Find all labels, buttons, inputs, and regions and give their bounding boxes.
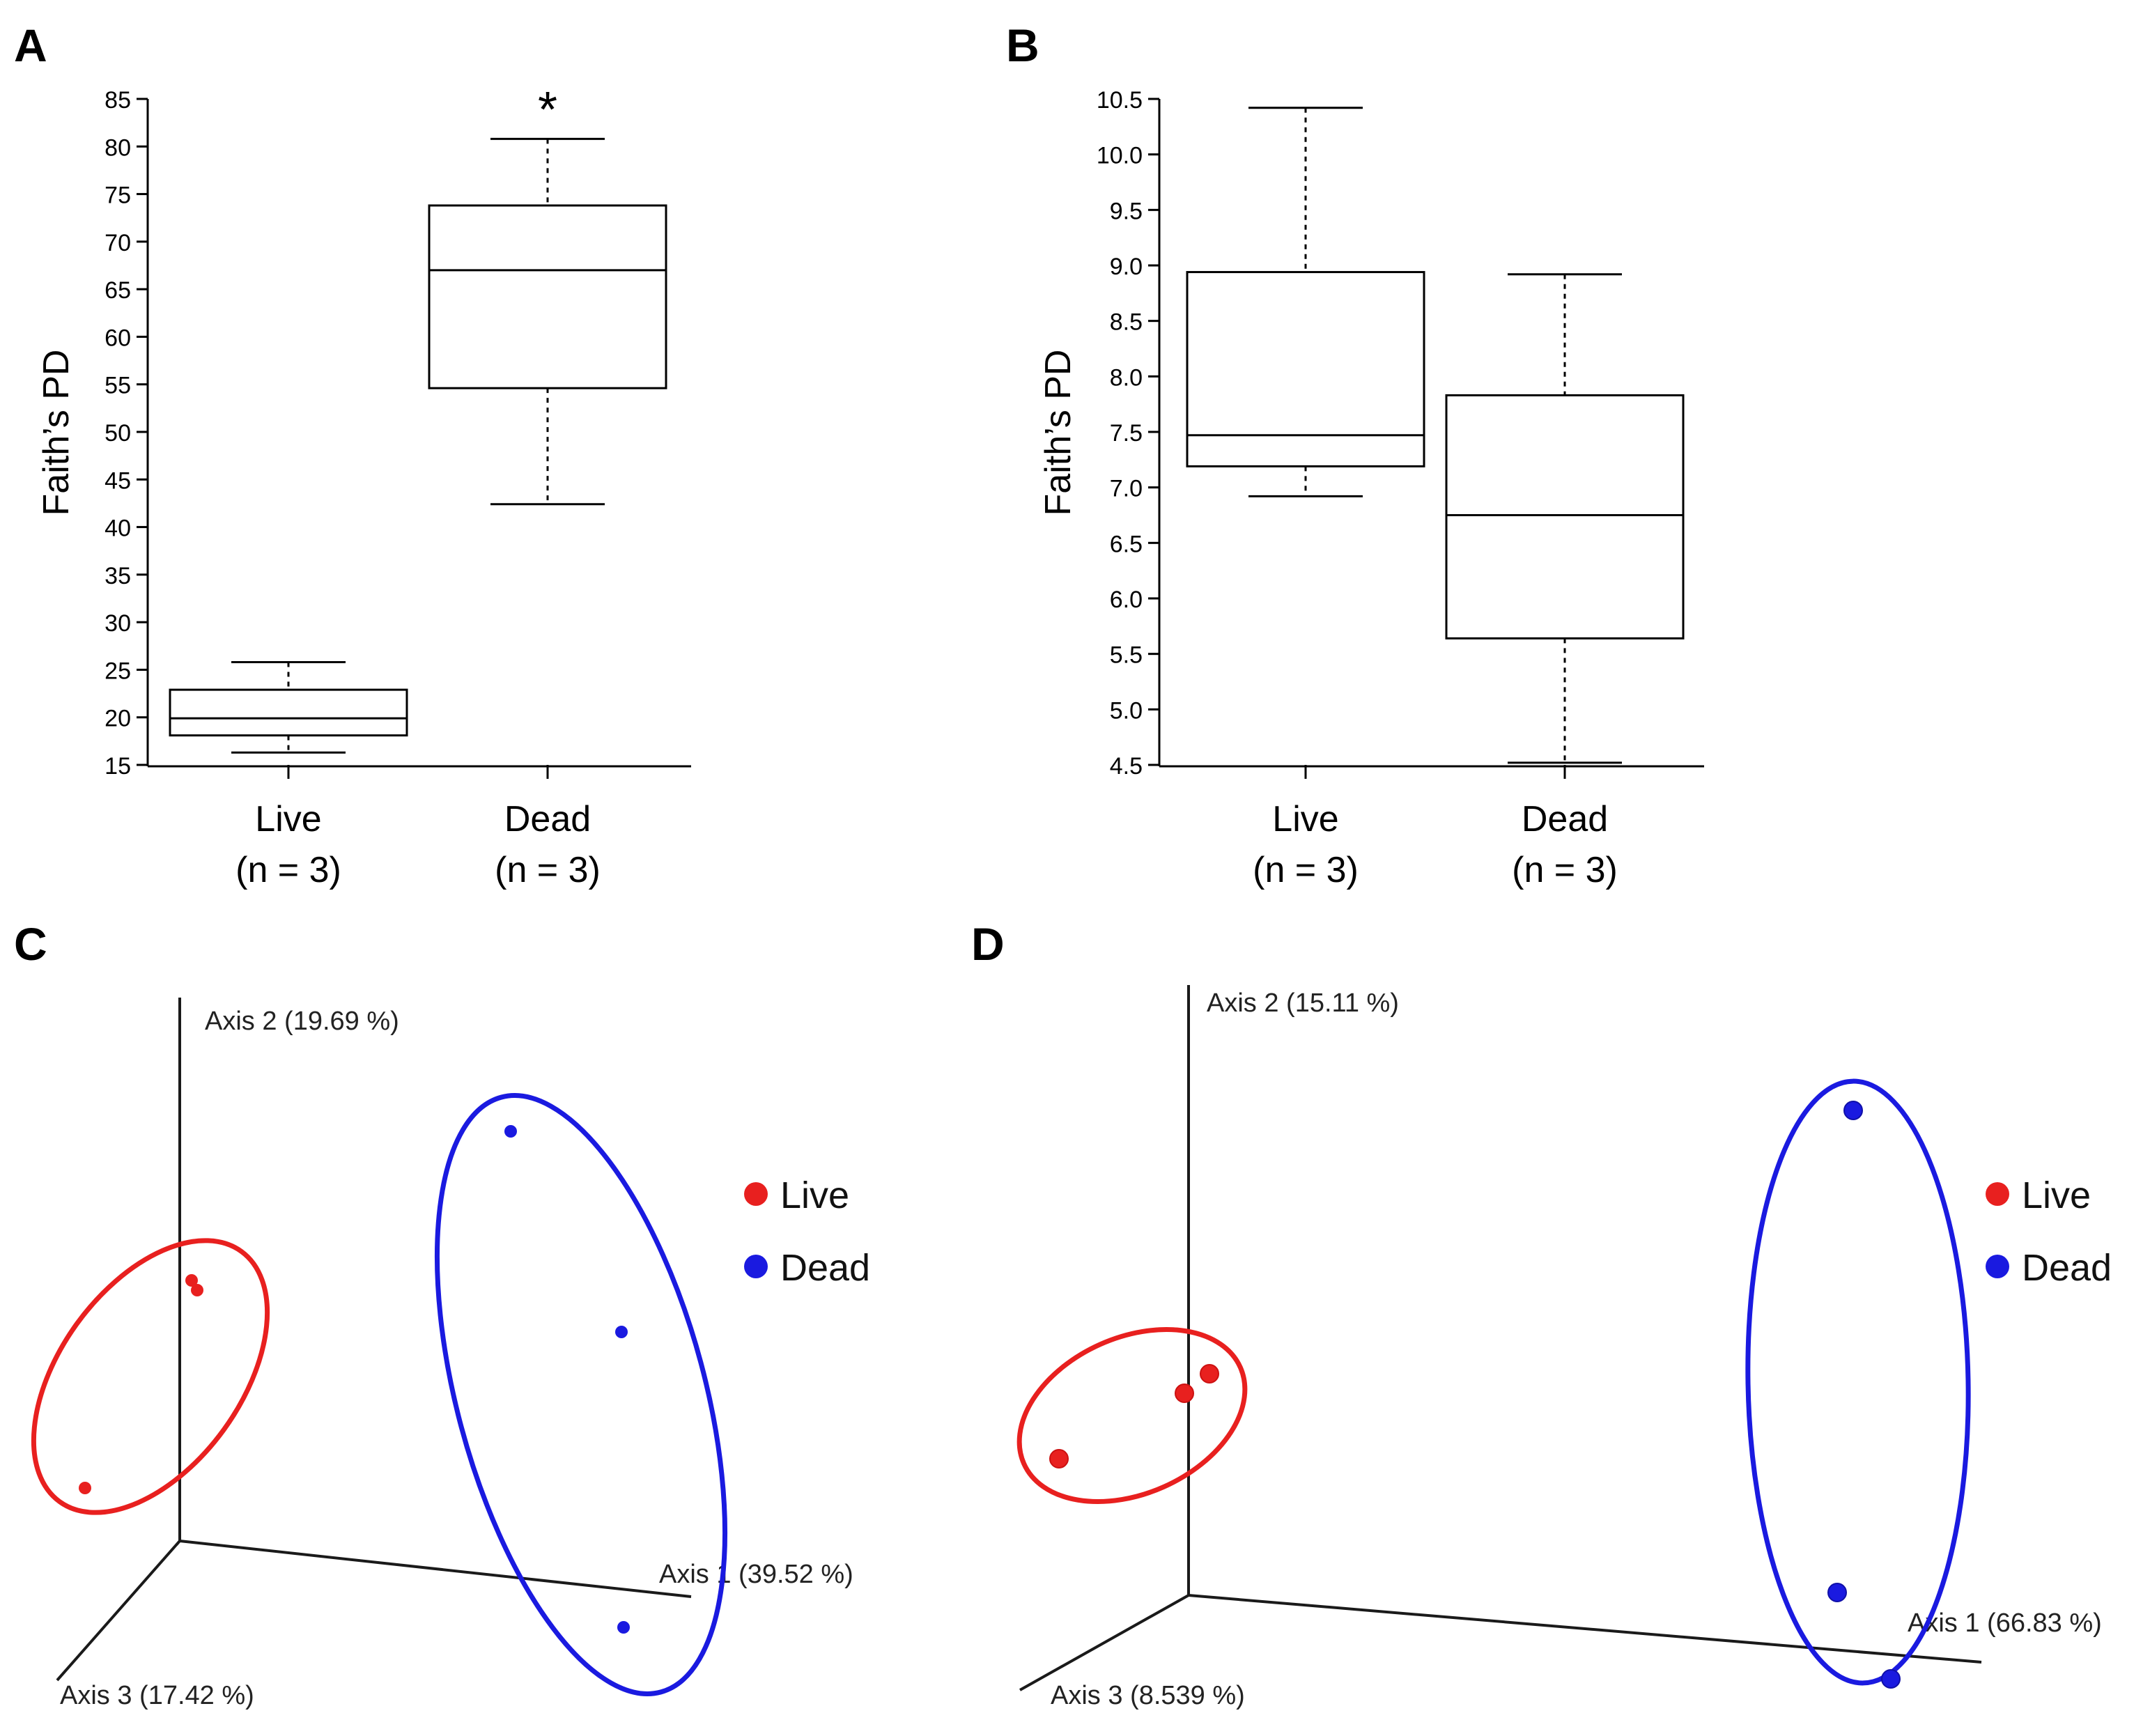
live-group-ellipse <box>1016 1327 1248 1504</box>
y-axis-label: Faith’s PD <box>1038 350 1078 516</box>
live-point <box>79 1482 91 1494</box>
box-group <box>1186 107 1685 764</box>
y-tick-label: 7.0 <box>1110 476 1143 502</box>
y-ticks: 15 20 25 30 35 40 45 50 55 60 65 70 75 80 85 <box>105 87 549 780</box>
box-iqr <box>428 204 667 389</box>
panel-letter-c: C <box>14 918 47 970</box>
axis3-line <box>56 1540 181 1682</box>
panel-d-pcoa: D Axis 2 (15.11 %) Axis 1 (66.83 %) Axis… <box>971 918 2112 1710</box>
y-tick-label: 60 <box>105 325 131 351</box>
legend: Live Dead <box>1986 1175 2112 1289</box>
y-tick-label: 6.5 <box>1110 531 1143 557</box>
dead-point <box>617 1621 630 1634</box>
y-tick-label: 10.0 <box>1097 143 1143 169</box>
axis3-line <box>1019 1594 1189 1691</box>
y-tick-label: 30 <box>105 610 131 637</box>
live-point <box>1200 1364 1219 1384</box>
y-tick-label: 8.0 <box>1110 364 1143 391</box>
axis1-label: Axis 1 (39.52 %) <box>659 1560 853 1589</box>
box-iqr <box>169 688 408 737</box>
legend-label-dead: Dead <box>2022 1247 2112 1289</box>
dead-group-ellipse <box>434 1093 728 1696</box>
y-tick-label: 65 <box>105 277 131 304</box>
y-axis-label: Faith’s PD <box>36 350 77 516</box>
y-tick-label: 9.0 <box>1110 254 1143 280</box>
axis2-label: Axis 2 (19.69 %) <box>205 1007 399 1036</box>
x-category-sublabel: (n = 3) <box>1253 850 1359 890</box>
x-category-sublabel: (n = 3) <box>1512 850 1618 890</box>
panel-b-boxplot: B 4.5 5.0 5.5 6.0 6.5 7.0 7.5 8.0 8.5 9.0 9.5 10.0 1… <box>1006 20 1704 890</box>
dead-point <box>1881 1669 1901 1689</box>
legend-marker-live <box>1986 1182 2009 1206</box>
dead-point <box>1843 1101 1863 1120</box>
legend-marker-live <box>744 1182 768 1206</box>
x-category-sublabel: (n = 3) <box>235 850 341 890</box>
y-tick-label: 25 <box>105 658 131 684</box>
y-tick-label: 5.5 <box>1110 642 1143 669</box>
axis1-line <box>1188 1594 1982 1664</box>
y-tick-label: 4.5 <box>1110 753 1143 780</box>
x-category-label: Live <box>255 799 321 839</box>
y-tick-label: 70 <box>105 230 131 256</box>
x-category-label: Dead <box>504 799 591 839</box>
y-tick-label: 75 <box>105 183 131 209</box>
y-tick-label: 50 <box>105 420 131 447</box>
axis1-label: Axis 1 (66.83 %) <box>1908 1609 2102 1638</box>
live-point <box>1175 1384 1194 1403</box>
panel-a-boxplot: A 15 20 25 30 35 40 45 50 55 60 65 70 75 80 85 Faith’s… <box>14 20 691 890</box>
axis3-label: Axis 3 (17.42 %) <box>60 1681 254 1710</box>
y-tick-label: 45 <box>105 467 131 494</box>
live-point <box>191 1284 203 1296</box>
live-point <box>185 1274 198 1287</box>
legend-label-live: Live <box>2022 1175 2091 1216</box>
y-tick-label: 5.0 <box>1110 697 1143 724</box>
live-point <box>1049 1449 1069 1468</box>
y-tick-label: 7.5 <box>1110 420 1143 447</box>
panel-c-pcoa: C Axis 2 (19.69 %) Axis 1 (39.52 %) Axis… <box>14 918 870 1710</box>
y-tick-label: 55 <box>105 373 131 399</box>
y-tick-label: 8.5 <box>1110 309 1143 336</box>
dead-point <box>1827 1583 1847 1602</box>
significance-marker: * <box>538 82 557 138</box>
live-group-ellipse <box>31 1238 270 1515</box>
y-tick-label: 40 <box>105 516 131 542</box>
box-iqr <box>1186 271 1425 467</box>
y-tick-label: 85 <box>105 87 131 114</box>
legend-label-dead: Dead <box>780 1247 870 1289</box>
y-tick-label: 15 <box>105 753 131 780</box>
panel-letter-d: D <box>971 918 1005 970</box>
dead-point <box>615 1326 628 1338</box>
y-tick-label: 20 <box>105 706 131 732</box>
axis2-label: Axis 2 (15.11 %) <box>1207 989 1399 1018</box>
legend: Live Dead <box>744 1175 870 1289</box>
legend-label-live: Live <box>780 1175 849 1216</box>
legend-marker-dead <box>1986 1255 2009 1278</box>
panel-letter-a: A <box>14 20 47 71</box>
legend-marker-dead <box>744 1255 768 1278</box>
box-iqr <box>1445 394 1685 640</box>
y-tick-label: 80 <box>105 134 131 161</box>
x-category-label: Live <box>1272 799 1338 839</box>
dead-point <box>504 1125 517 1138</box>
y-tick-label: 35 <box>105 563 131 589</box>
y-tick-label: 9.5 <box>1110 198 1143 224</box>
box-group <box>169 137 667 754</box>
y-tick-label: 6.0 <box>1110 587 1143 613</box>
y-tick-label: 10.5 <box>1097 87 1143 114</box>
axis1-line <box>179 1540 692 1598</box>
dead-group-ellipse <box>1745 1078 1971 1686</box>
y-ticks: 4.5 5.0 5.5 6.0 6.5 7.0 7.5 8.0 8.5 9.0 9.5 10.0 10.… <box>1097 87 1566 780</box>
x-category-sublabel: (n = 3) <box>495 850 601 890</box>
x-category-label: Dead <box>1522 799 1608 839</box>
axis3-label: Axis 3 (8.539 %) <box>1051 1681 1245 1710</box>
panel-letter-b: B <box>1006 20 1039 71</box>
